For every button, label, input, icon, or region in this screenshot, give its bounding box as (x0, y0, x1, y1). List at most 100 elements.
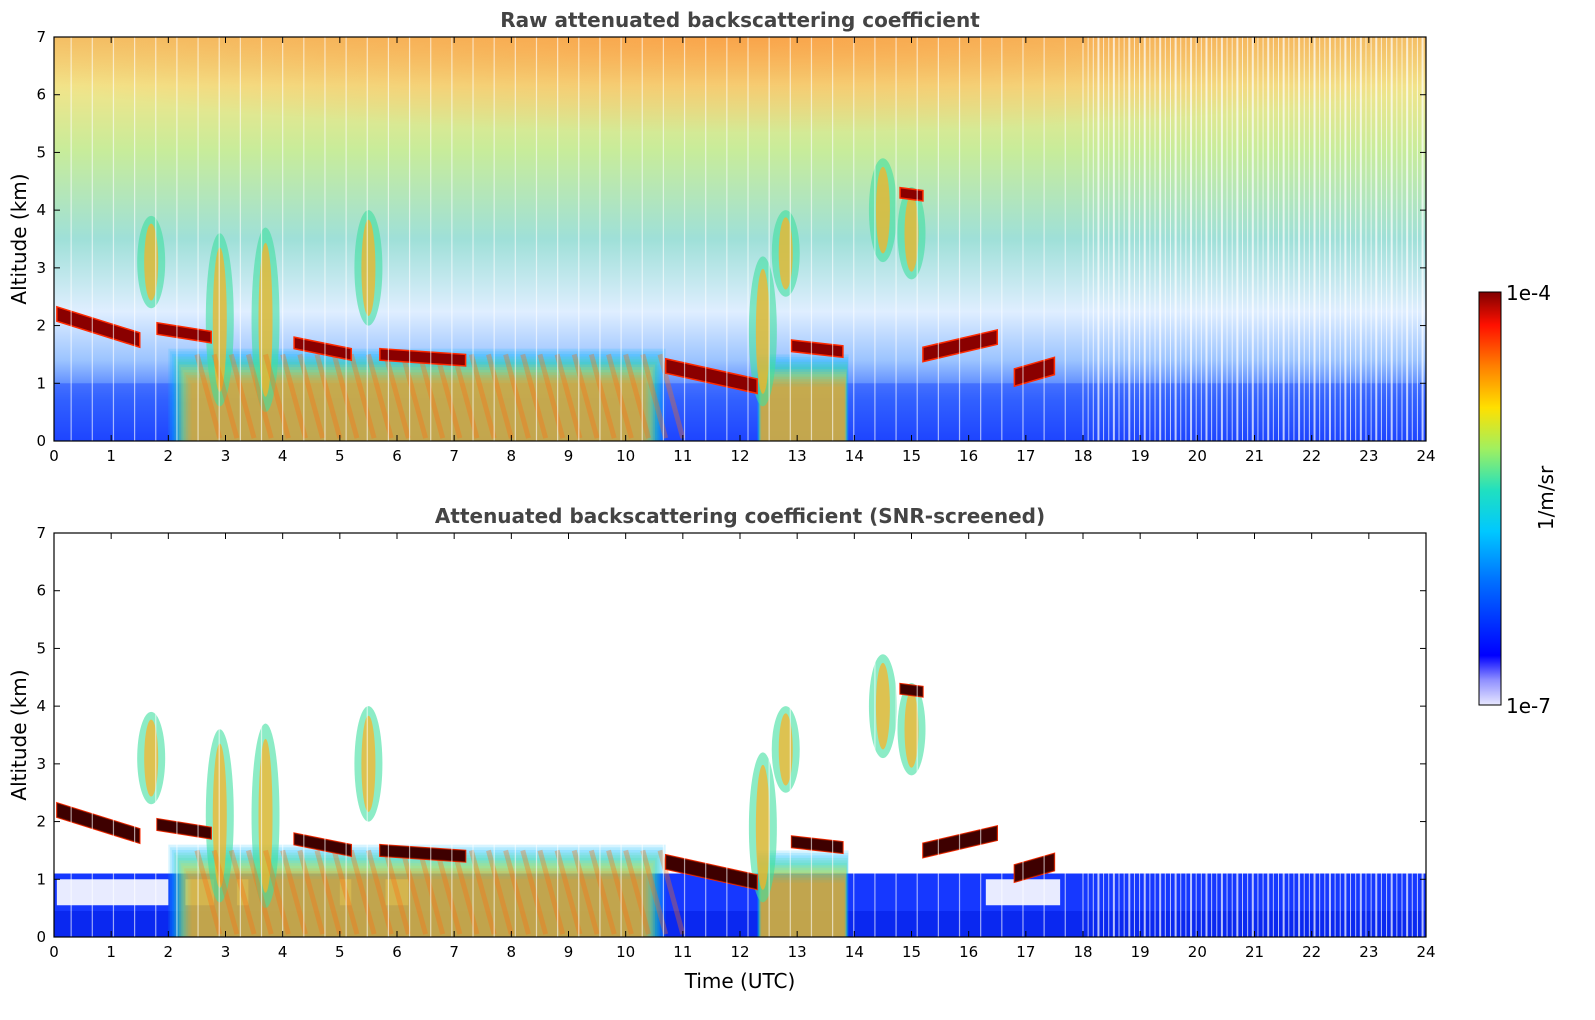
fall-streak (434, 353, 463, 439)
screened-gap (236, 879, 249, 906)
aerosol-layer (760, 877, 846, 937)
x-tick-label: 4 (278, 447, 288, 465)
fall-streak (263, 849, 291, 935)
cloud-edge (1013, 356, 1056, 388)
x-tick-label: 3 (221, 943, 231, 961)
cloud-edge (156, 321, 212, 344)
fall-streak (468, 353, 497, 439)
x-tick-label: 2 (164, 447, 174, 465)
screened-gap (185, 879, 215, 906)
cloud-layer (294, 337, 352, 361)
plume-core (904, 690, 919, 768)
cloud-edge (293, 336, 353, 362)
x-tick-label: 23 (1359, 447, 1378, 465)
x-tick-label: 21 (1245, 943, 1264, 961)
bottom-y-ticks: 0 1 2 3 4 5 6 7 (36, 524, 1426, 946)
fall-streak (400, 353, 428, 439)
y-tick-label: 7 (36, 524, 46, 542)
aerosol-layer (760, 376, 846, 441)
x-tick-label: 17 (1016, 447, 1035, 465)
aerosol-layer (170, 351, 664, 441)
cloud-saturated (791, 836, 843, 854)
fall-streak (211, 849, 240, 935)
plume-core (778, 713, 793, 786)
y-tick-label: 2 (36, 813, 46, 831)
cloud-saturated (665, 854, 758, 890)
x-tick-label: 5 (335, 943, 345, 961)
fall-streak (280, 353, 308, 439)
x-tick-label: 3 (221, 447, 231, 465)
x-tick-label: 4 (278, 943, 288, 961)
y-tick-label: 3 (36, 755, 46, 773)
x-tick-label: 10 (616, 943, 635, 961)
y-tick-label: 5 (36, 143, 46, 161)
x-tick-label: 14 (845, 447, 864, 465)
x-tick-label: 19 (1131, 447, 1150, 465)
y-tick-label: 1 (36, 870, 46, 888)
x-tick-label: 12 (730, 447, 749, 465)
x-tick-label: 14 (845, 943, 864, 961)
y-tick-label: 6 (36, 582, 46, 600)
x-tick-label: 0 (49, 943, 59, 961)
top-y-ticks: 0 1 2 3 4 5 6 7 (36, 28, 1426, 450)
fall-streak (554, 353, 583, 439)
aerosol-layer (759, 870, 847, 937)
aerosol-layer (761, 384, 845, 441)
bottom-plot: 0 1 2 3 4 5 6 7 8 9 10 11 12 13 14 15 16 17 18 19 20 21 22 23 24… (7, 524, 1436, 993)
y-tick-label: 4 (36, 201, 46, 219)
x-tick-label: 1 (106, 943, 116, 961)
top-y-axis-label: Altitude (km) (7, 173, 31, 304)
aerosol-layer (761, 880, 845, 937)
x-tick-label: 9 (564, 943, 574, 961)
fall-streak (211, 353, 240, 439)
plume-core (144, 223, 159, 301)
fall-streak (588, 353, 617, 439)
fall-streak (383, 353, 411, 439)
fall-streak (537, 353, 566, 439)
aerosol-layer (759, 374, 847, 441)
y-tick-label: 3 (36, 259, 46, 277)
x-tick-label: 24 (1416, 447, 1435, 465)
cloud-saturated (56, 802, 140, 844)
top-chart-title: Raw attenuated backscattering coefficien… (500, 8, 980, 32)
x-tick-label: 0 (49, 447, 59, 465)
x-tick-label: 22 (1302, 943, 1321, 961)
fall-streak (366, 849, 394, 935)
colorbar-max-label: 1e-4 (1506, 281, 1551, 305)
fall-streak (348, 353, 377, 439)
aerosol-layer (171, 849, 663, 937)
top-x-ticks: 0 1 2 3 4 5 6 7 8 9 10 11 12 13 14 15 16 17 18 19 20 21 22 23 24 (49, 37, 1436, 465)
aerosol-layer (760, 379, 846, 441)
x-tick-label: 5 (335, 447, 345, 465)
cloud-edge (379, 347, 467, 367)
plume-core (361, 715, 376, 812)
x-tick-label: 11 (673, 447, 692, 465)
x-tick-label: 24 (1416, 943, 1435, 961)
x-tick-label: 15 (902, 943, 921, 961)
aerosol-layer (760, 875, 846, 937)
bottom-chart-title: Attenuated backscattering coefficient (S… (435, 504, 1045, 528)
screened-gap (385, 879, 409, 906)
aerosol-layer (759, 371, 847, 441)
cloud-saturated (379, 844, 466, 862)
x-tick-label: 8 (507, 943, 517, 961)
aerosol-layer (761, 386, 845, 441)
fall-streak (640, 849, 669, 935)
colorbar-min-label: 1e-7 (1506, 694, 1551, 718)
x-tick-label: 7 (449, 943, 459, 961)
plume-core (778, 217, 793, 290)
cloud-edge (790, 339, 844, 359)
plume-core (361, 219, 376, 316)
x-tick-label: 1 (106, 447, 116, 465)
fall-streak (366, 353, 394, 439)
y-tick-label: 5 (36, 639, 46, 657)
x-tick-label: 13 (788, 447, 807, 465)
aerosol-layer (168, 348, 666, 441)
fall-streak (537, 849, 566, 935)
top-plot-features (54, 37, 1426, 441)
y-tick-label: 0 (36, 928, 46, 946)
fall-streak (194, 353, 223, 439)
aerosol-layer (171, 353, 663, 441)
cloud-edge (899, 186, 924, 202)
fall-streak (194, 849, 223, 935)
